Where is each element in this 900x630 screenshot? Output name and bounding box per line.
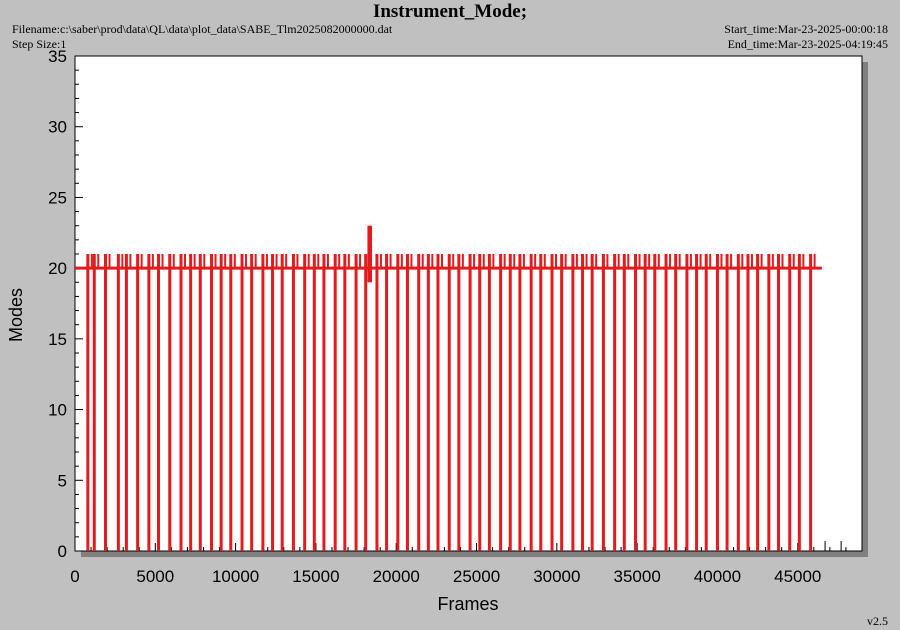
y-tick-label: 5 [58, 471, 67, 490]
x-tick-label: 10000 [212, 567, 259, 586]
y-tick-label: 10 [48, 401, 67, 420]
x-tick-label: 15000 [292, 567, 339, 586]
y-axis-label: Modes [6, 288, 26, 342]
series-layer [75, 225, 842, 551]
y-tick-label: 25 [48, 188, 67, 207]
y-tick-label: 15 [48, 330, 67, 349]
x-tick-label: 25000 [453, 567, 500, 586]
start-time-label: Start_time:Mar-23-2025-00:00:18 [724, 22, 888, 36]
y-tick-label: 35 [48, 47, 67, 66]
x-axis: 0 5000 10000 15000 20000 25000 30000 35000 40000… [70, 543, 863, 586]
y-tick-label: 30 [48, 118, 67, 137]
x-tick-label: 0 [70, 567, 79, 586]
filename-label: Filename:c:\saber\prod\data\QL\data\plot… [12, 22, 393, 36]
end-time-label: End_time:Mar-23-2025-04:19:45 [727, 37, 888, 51]
version-label: v2.5 [867, 614, 888, 628]
y-axis: 0 5 10 15 20 25 30 35 [48, 47, 83, 561]
x-tick-label: 45000 [774, 567, 821, 586]
x-tick-label: 30000 [533, 567, 580, 586]
step-size-label: Step Size:1 [12, 37, 67, 51]
x-tick-label: 35000 [614, 567, 661, 586]
x-tick-label: 20000 [373, 567, 420, 586]
chart-title: Instrument_Mode; [372, 1, 528, 22]
y-tick-label: 20 [48, 259, 67, 278]
x-tick-label: 5000 [136, 567, 174, 586]
y-tick-label: 0 [58, 542, 67, 561]
plot-area [74, 55, 863, 552]
x-tick-label: 40000 [694, 567, 741, 586]
x-axis-label: Frames [437, 594, 498, 614]
